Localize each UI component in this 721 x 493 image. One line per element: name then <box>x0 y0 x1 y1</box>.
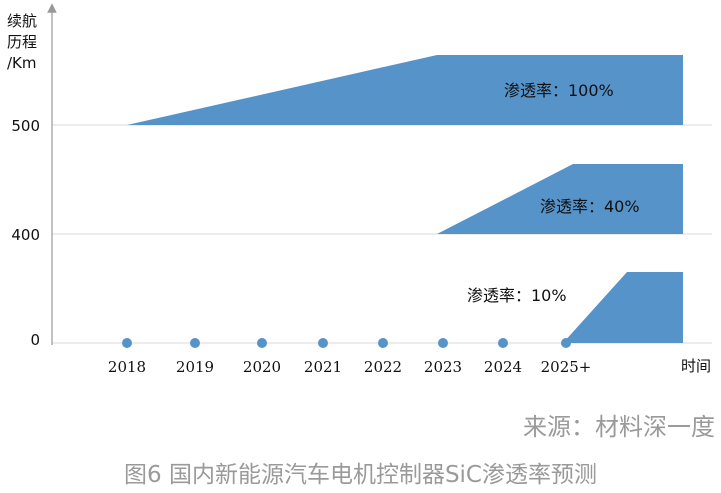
x-point-2021 <box>318 338 328 348</box>
band-penetration-100 <box>127 55 683 125</box>
x-point-2024 <box>498 338 508 348</box>
band-label-10: 渗透率：10% <box>467 286 567 305</box>
y-tick-400: 400 <box>11 226 40 244</box>
band-label-100: 渗透率：100% <box>504 81 614 100</box>
x-point-2023 <box>438 338 448 348</box>
x-tick-2020: 2020 <box>243 358 281 376</box>
x-tick-2023: 2023 <box>424 358 462 376</box>
x-tick-2019: 2019 <box>176 358 214 376</box>
x-tick-2021: 2021 <box>304 358 342 376</box>
x-axis-categories: 2018 2019 2020 2021 2022 2023 2024 2025+ <box>108 338 591 376</box>
x-point-2020 <box>257 338 267 348</box>
x-tick-2024: 2024 <box>484 358 522 376</box>
figure-caption: 图6 国内新能源汽车电机控制器SiC渗透率预测 <box>124 462 597 488</box>
band-penetration-40 <box>437 164 683 234</box>
band-penetration-10 <box>563 272 683 343</box>
x-tick-2018: 2018 <box>108 358 146 376</box>
y-tick-500: 500 <box>11 117 40 135</box>
x-point-2025+ <box>561 338 571 348</box>
y-axis-label: 续航历程/Km <box>7 12 37 72</box>
y-tick-0: 0 <box>30 331 40 349</box>
x-tick-2022: 2022 <box>364 358 402 376</box>
x-point-2022 <box>378 338 388 348</box>
source-note: 来源：材料深一度 <box>523 413 715 441</box>
band-label-40: 渗透率：40% <box>540 197 640 216</box>
x-axis-label: 时间 <box>681 357 711 375</box>
x-point-2018 <box>122 338 132 348</box>
x-point-2019 <box>190 338 200 348</box>
x-tick-2025+: 2025+ <box>541 358 592 376</box>
